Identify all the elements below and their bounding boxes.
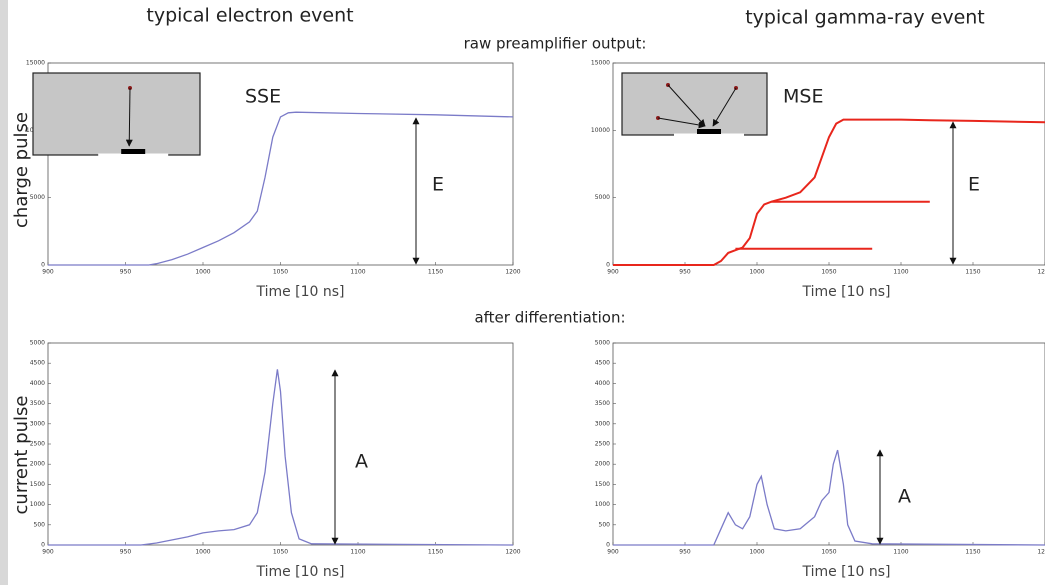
- x-tick-label: 1050: [273, 549, 288, 556]
- x-tick-label: 1000: [749, 549, 764, 556]
- y-tick-label: 4000: [30, 380, 45, 387]
- x-tick-label: 1200: [505, 269, 520, 276]
- x-tick-label: 1150: [428, 549, 443, 556]
- y-tick-label: 4500: [30, 360, 45, 367]
- data-line: [48, 111, 514, 266]
- x-tick-label: 1100: [350, 549, 365, 556]
- y-tick-label: 2000: [30, 461, 45, 468]
- border: [0, 0, 8, 585]
- left-title: typical electron event: [146, 5, 353, 27]
- x-axis-label: Time [10 ns]: [801, 284, 890, 300]
- y-tick-label: 5000: [595, 194, 610, 201]
- y-tick-label: 0: [606, 542, 610, 549]
- inset-label: MSE: [783, 86, 823, 108]
- x-tick-label: 900: [42, 549, 54, 556]
- y-tick-label: 0: [606, 262, 610, 269]
- data-line: [48, 369, 514, 546]
- x-axis-label: Time [10 ns]: [801, 564, 890, 580]
- data-line: [613, 118, 1045, 266]
- detector-inset: [621, 72, 768, 136]
- y-tick-label: 2500: [30, 441, 45, 448]
- x-tick-label: 1050: [821, 269, 836, 276]
- x-tick-label: 1050: [821, 549, 836, 556]
- x-tick-label: 1100: [893, 269, 908, 276]
- x-tick-label: 900: [607, 549, 619, 556]
- x-tick-label: 950: [120, 549, 132, 556]
- x-tick-label: 1000: [749, 269, 764, 276]
- x-tick-label: 950: [120, 269, 132, 276]
- arrow-label: A: [898, 486, 911, 508]
- drift-arrow: [657, 117, 706, 129]
- x-tick-label: 1000: [195, 549, 210, 556]
- x-tick-label: 900: [607, 269, 619, 276]
- arrow-label: E: [432, 174, 444, 196]
- y-tick-label: 1000: [595, 501, 610, 508]
- y-tick-label: 10000: [591, 127, 610, 134]
- arrow-label: E: [968, 174, 980, 196]
- y-axis-label: charge pulse: [11, 112, 32, 228]
- y-tick-label: 500: [599, 521, 611, 528]
- section-label: after differentiation:: [474, 309, 625, 327]
- section-label: raw preamplifier output:: [464, 35, 647, 53]
- y-axis-label: current pulse: [11, 396, 32, 515]
- y-tick-label: 5000: [30, 194, 45, 201]
- y-tick-label: 500: [34, 521, 46, 528]
- y-tick-label: 5000: [30, 340, 45, 347]
- x-tick-label: 1150: [965, 549, 980, 556]
- detector-inset: [32, 72, 201, 156]
- x-tick-label: 1100: [350, 269, 365, 276]
- arrow-label: A: [355, 451, 368, 473]
- drift-arrow: [125, 87, 133, 147]
- x-tick-label: 900: [42, 269, 54, 276]
- y-tick-label: 3000: [595, 420, 610, 427]
- y-tick-label: 3000: [30, 420, 45, 427]
- y-tick-label: 15000: [591, 60, 610, 67]
- x-axis-label: Time [10 ns]: [255, 284, 344, 300]
- y-tick-label: 4000: [595, 380, 610, 387]
- y-tick-label: 1500: [30, 481, 45, 488]
- data-line: [613, 449, 1045, 546]
- x-tick-label: 950: [679, 549, 691, 556]
- y-tick-label: 15000: [26, 60, 45, 67]
- y-tick-label: 1000: [30, 501, 45, 508]
- y-tick-label: 3500: [30, 400, 45, 407]
- y-tick-label: 2500: [595, 441, 610, 448]
- x-tick-label: 1000: [195, 269, 210, 276]
- drift-arrow: [667, 84, 706, 127]
- y-tick-label: 5000: [595, 340, 610, 347]
- y-tick-label: 0: [41, 262, 45, 269]
- inset-label: SSE: [245, 86, 281, 108]
- x-tick-label: 1200: [1037, 549, 1045, 556]
- y-tick-label: 0: [41, 542, 45, 549]
- x-tick-label: 1150: [428, 269, 443, 276]
- x-tick-label: 1200: [1037, 269, 1045, 276]
- y-tick-label: 1500: [595, 481, 610, 488]
- y-tick-label: 3500: [595, 400, 610, 407]
- y-tick-label: 2000: [595, 461, 610, 468]
- right-title: typical gamma-ray event: [745, 7, 985, 29]
- x-tick-label: 1200: [505, 549, 520, 556]
- x-tick-label: 1150: [965, 269, 980, 276]
- drift-arrow: [712, 87, 737, 127]
- detector-contact: [121, 149, 146, 154]
- detector-contact: [697, 129, 721, 134]
- x-tick-label: 1050: [273, 269, 288, 276]
- y-tick-label: 4500: [595, 360, 610, 367]
- x-axis-label: Time [10 ns]: [255, 564, 344, 580]
- x-tick-label: 1100: [893, 549, 908, 556]
- x-tick-label: 950: [679, 269, 691, 276]
